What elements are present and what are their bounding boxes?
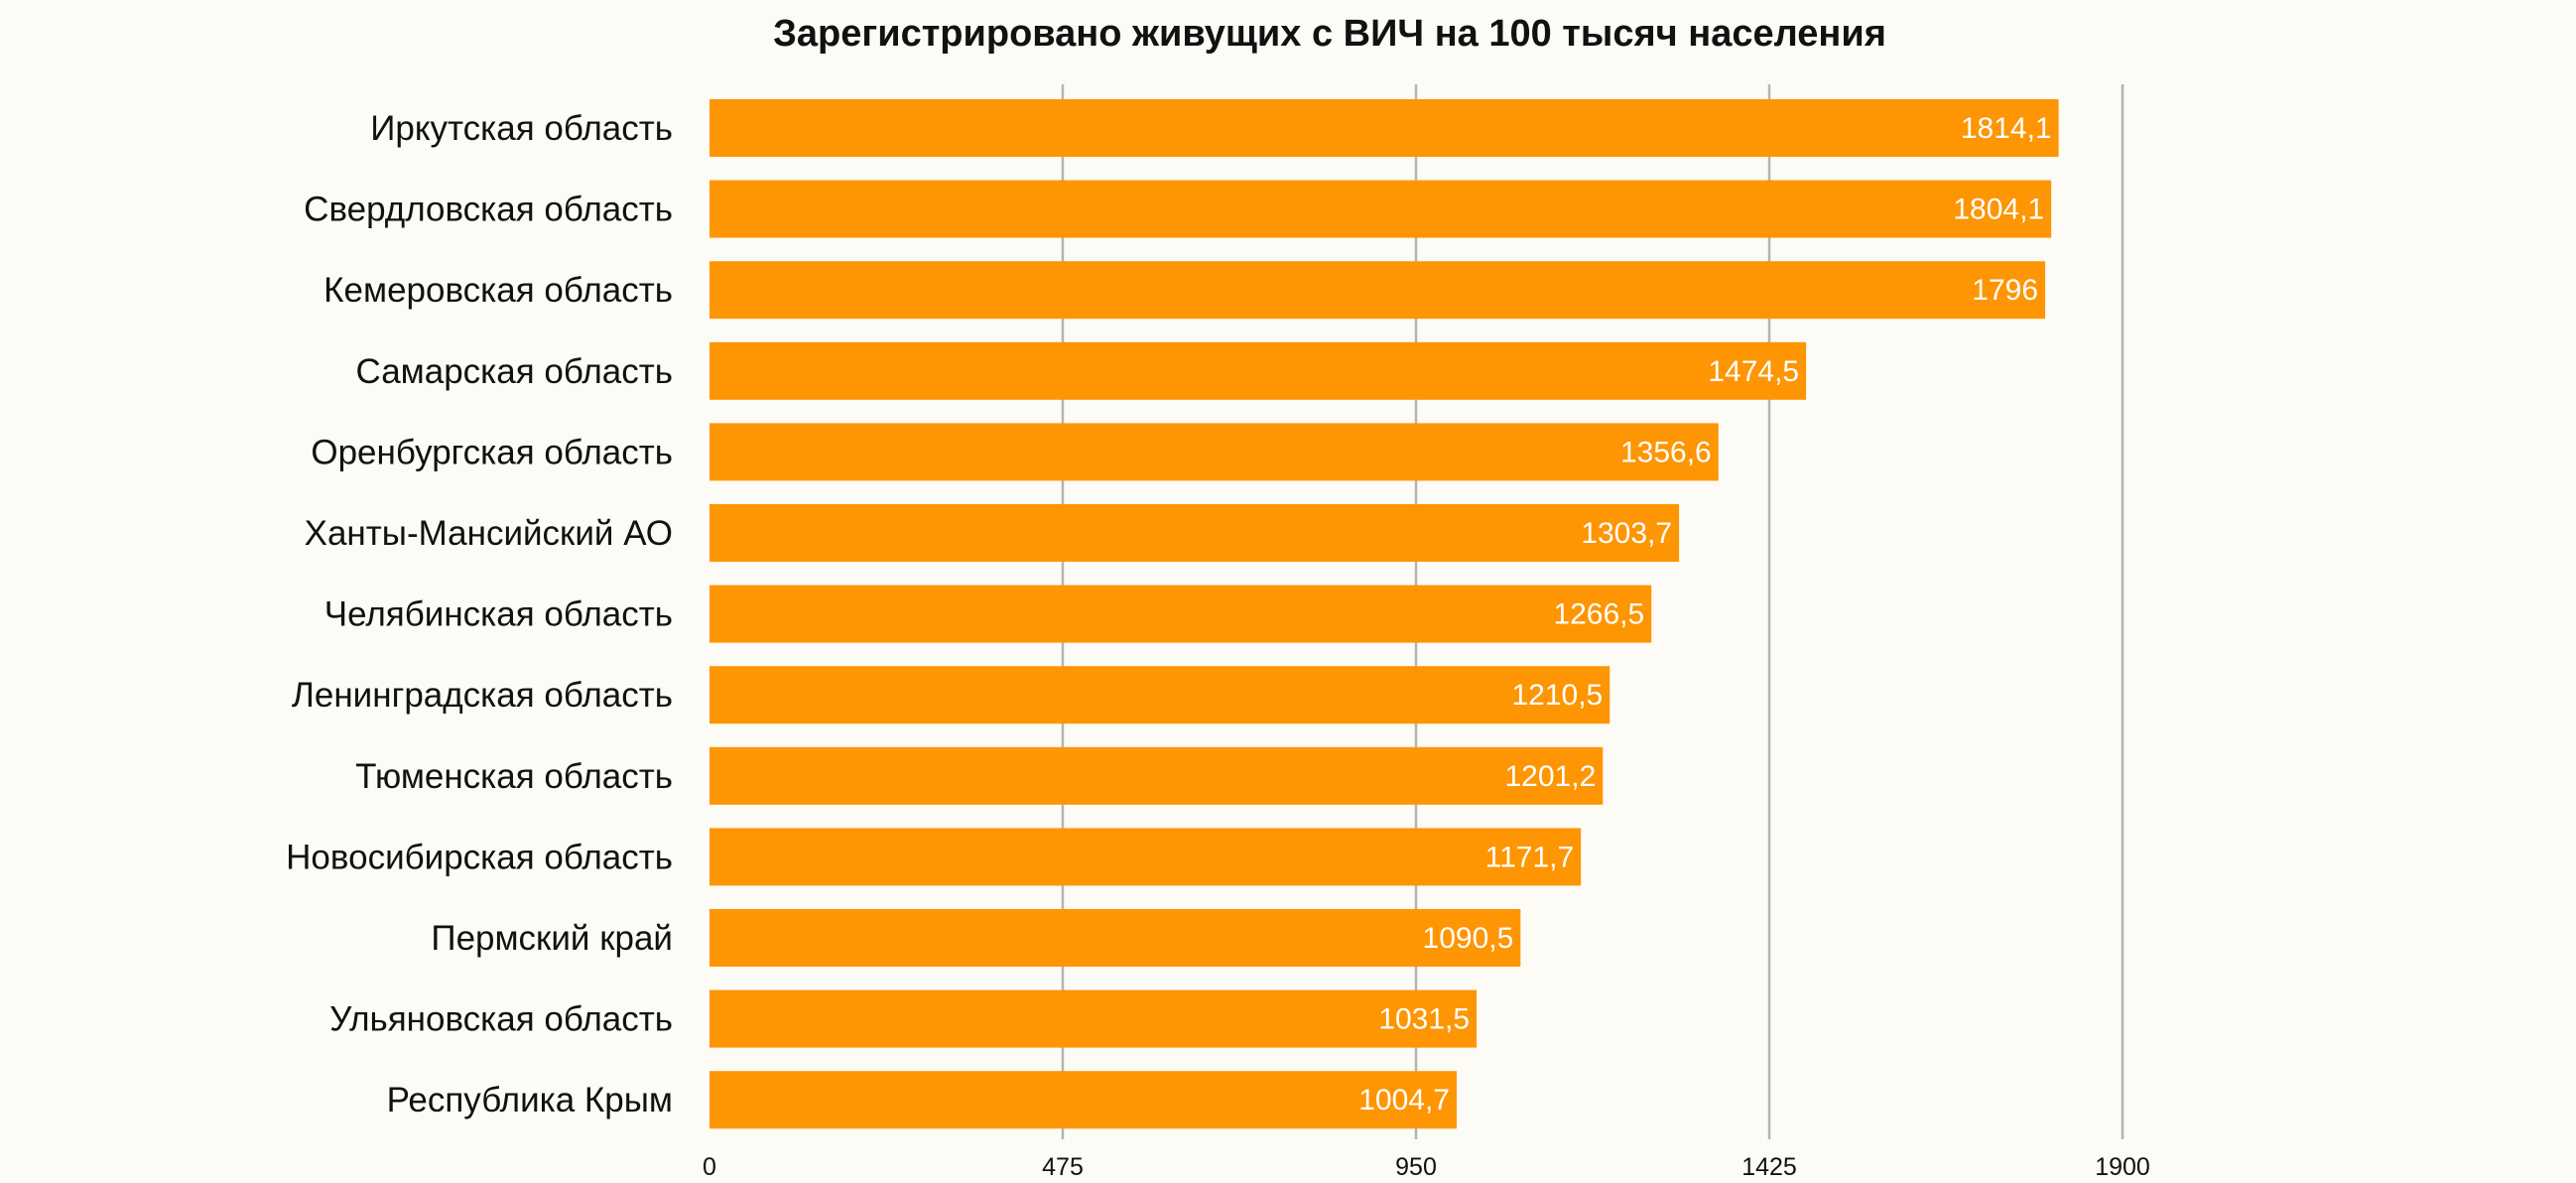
category-label: Тюменская область xyxy=(355,757,673,796)
bar-value-label: 1004,7 xyxy=(1358,1084,1450,1117)
bar-value-label: 1171,7 xyxy=(1485,841,1575,873)
x-axis-tick-labels: 0 475 950 1425 1900 xyxy=(703,1153,2150,1181)
bar xyxy=(709,585,1652,643)
bar-value-label: 1804,1 xyxy=(1953,194,2044,226)
bar xyxy=(709,666,1610,724)
category-label: Иркутская область xyxy=(370,109,673,148)
bar xyxy=(709,180,2052,238)
bar xyxy=(709,261,2046,320)
bar-value-label: 1303,7 xyxy=(1581,517,1672,550)
bar xyxy=(709,1071,1457,1129)
category-label: Оренбургская область xyxy=(311,433,673,471)
bar-value-label: 1090,5 xyxy=(1423,922,1514,955)
chart-title: Зарегистрировано живущих с ВИЧ на 100 ты… xyxy=(773,13,1886,55)
bar-value-label: 1210,5 xyxy=(1511,679,1603,712)
bar-value-label: 1474,5 xyxy=(1708,355,1799,388)
bar-value-label: 1814,1 xyxy=(1961,112,2052,145)
bar-value-label: 1201,2 xyxy=(1505,760,1597,793)
category-label: Ханты-Мансийский АО xyxy=(305,514,673,553)
bar xyxy=(709,99,2059,157)
bars xyxy=(709,99,2059,1129)
bar xyxy=(709,989,1478,1048)
bar xyxy=(709,504,1680,562)
x-tick-label: 0 xyxy=(703,1153,716,1181)
bar xyxy=(709,828,1582,886)
bar-value-label: 1266,5 xyxy=(1553,598,1644,631)
category-label: Кемеровская область xyxy=(323,271,673,310)
category-label: Новосибирская область xyxy=(286,838,673,876)
bar-value-label: 1356,6 xyxy=(1620,436,1712,468)
x-tick-label: 950 xyxy=(1395,1153,1437,1181)
bar xyxy=(709,746,1604,805)
category-label: Ульяновская область xyxy=(329,1000,673,1039)
category-label: Пермский край xyxy=(431,919,673,958)
bar xyxy=(709,341,1807,400)
value-labels: 1814,1 1804,1 1796 1474,5 1356,6 1303,7 1266,5… xyxy=(1358,112,2051,1117)
category-labels: Иркутская область Свердловская область Кем… xyxy=(286,109,673,1119)
category-label: Республика Крым xyxy=(387,1081,673,1119)
category-label: Самарская область xyxy=(356,352,673,391)
bar-value-label: 1031,5 xyxy=(1378,1003,1470,1036)
x-tick-label: 1900 xyxy=(2095,1153,2150,1181)
x-tick-label: 475 xyxy=(1042,1153,1084,1181)
bar xyxy=(709,423,1719,481)
x-tick-label: 1425 xyxy=(1741,1153,1797,1181)
category-label: Ленинградская область xyxy=(292,676,673,715)
category-label: Челябинская область xyxy=(324,595,673,634)
category-label: Свердловская область xyxy=(304,191,673,229)
bar xyxy=(709,909,1521,967)
bar-value-label: 1796 xyxy=(1972,274,2038,307)
